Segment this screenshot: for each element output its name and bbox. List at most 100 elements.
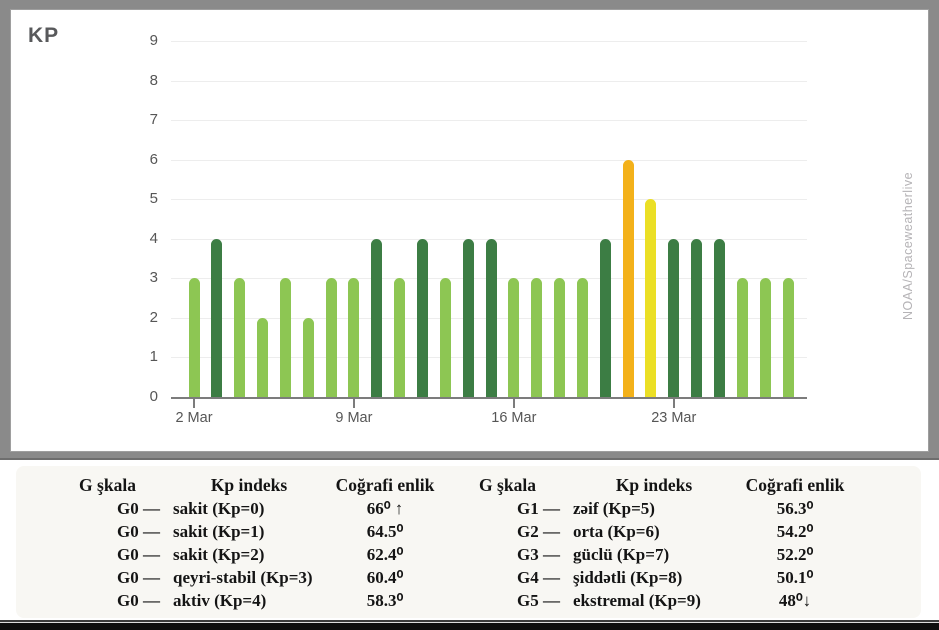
legend-cell: 52.2⁰ [776, 544, 814, 564]
kp-bar [576, 278, 588, 397]
legend-cell: 48⁰↓ [778, 590, 812, 610]
y-axis-tick-label: 3 [149, 269, 158, 287]
kp-bar [622, 159, 634, 397]
kp-bar [531, 278, 543, 397]
legend-cell: G0 — [117, 590, 160, 610]
legend-cell: G5 — [517, 590, 560, 610]
kp-bar [416, 238, 428, 397]
kp-bar [188, 278, 200, 397]
legend-table-header-row: G şkala Kp indeks Coğrafi enlik [455, 474, 855, 497]
legend-table-row: G5 — ekstremal (Kp=9) 48⁰↓ [455, 589, 855, 612]
y-axis-tick-label: 8 [149, 71, 158, 89]
y-axis-tick-label: 0 [149, 388, 158, 405]
bottom-divider-bar [0, 620, 939, 630]
legend-cell: 54.2⁰ [776, 521, 814, 541]
legend-header-cell: Coğrafi enlik [335, 475, 435, 495]
x-axis-tick [512, 399, 515, 408]
y-axis-labels: 0 1 2 3 4 5 6 7 8 9 [118, 32, 163, 405]
kp-bar [645, 199, 657, 397]
legend-table-row: G3 — güclü (Kp=7) 52.2⁰ [455, 543, 855, 566]
legend-table-row: G0 — sakit (Kp=1) 64.5⁰ [55, 520, 445, 543]
gridline [171, 120, 807, 122]
legend-table-row: G0 — sakit (Kp=0) 66⁰ ↑ [55, 497, 445, 520]
kp-bar [394, 278, 406, 397]
kp-bar [439, 278, 451, 397]
legend-cell: G3 — [517, 544, 560, 564]
kp-bar [485, 238, 497, 397]
legend-cell: orta (Kp=6) [573, 521, 660, 541]
kp-bar [302, 317, 314, 397]
kp-bar [508, 278, 520, 397]
legend-cell: şiddətli (Kp=8) [573, 567, 683, 587]
legend-cell: G0 — [117, 544, 160, 564]
legend-cell: sakit (Kp=1) [173, 521, 265, 541]
gridline [171, 41, 807, 42]
y-axis-tick-label: 5 [149, 190, 158, 208]
legend-table-row: G0 — qeyri-stabil (Kp=3) 60.4⁰ [55, 566, 445, 589]
gridline [171, 159, 807, 161]
legend-table-row: G1 — zəif (Kp=5) 56.3⁰ [455, 497, 855, 520]
legend-cell: 56.3⁰ [776, 498, 814, 518]
kp-bar [736, 278, 748, 397]
kp-bar [691, 238, 703, 397]
legend-cell: 64.5⁰ [366, 521, 404, 541]
x-axis-tick-label: 16 Mar [491, 410, 537, 426]
x-axis-tick-label: 2 Mar [175, 410, 213, 426]
kp-bar [325, 278, 337, 397]
y-axis-tick-label: 7 [149, 111, 158, 129]
legend-table-header-row: G şkala Kp indeks Coğrafi enlik [55, 474, 445, 497]
y-axis-tick-label: 1 [149, 348, 158, 366]
kp-bar [782, 278, 794, 397]
plot-area [171, 41, 807, 408]
x-axis-tick [193, 399, 195, 408]
legend-cell: zəif (Kp=5) [573, 498, 655, 518]
legend-cell: sakit (Kp=2) [173, 544, 265, 564]
legend-cell: 50.1⁰ [776, 567, 814, 587]
chart-frame: KP 0 1 2 3 4 5 6 7 8 9 2 Mar 9 Mar 16 Mar 23 Mar NOA… [0, 0, 939, 460]
legend-paper-background [16, 466, 921, 618]
legend-cell: sakit (Kp=0) [173, 498, 265, 518]
legend-table-row: G0 — sakit (Kp=2) 62.4⁰ [55, 543, 445, 566]
kp-bar [211, 238, 223, 397]
y-axis-tick-label: 2 [149, 308, 158, 326]
legend-cell: G0 — [117, 498, 160, 518]
legend-cell: ekstremal (Kp=9) [573, 590, 701, 610]
legend-cell: G1 — [517, 498, 560, 518]
x-axis-tick [352, 399, 355, 408]
legend-cell: 60.4⁰ [366, 567, 404, 587]
y-axis-tick-label: 9 [149, 32, 158, 49]
kp-bar [554, 278, 566, 397]
x-axis-tick-label: 9 Mar [335, 410, 373, 426]
legend-table-right: G şkala Kp indeks Coğrafi enlik G1 — zəif (K… [455, 474, 855, 612]
legend-cell: 58.3⁰ [366, 590, 404, 610]
legend-cell: aktiv (Kp=4) [173, 590, 267, 610]
x-axis-tick-label: 23 Mar [651, 410, 697, 426]
kp-bar [279, 278, 291, 397]
source-watermark: NOAA/Spaceweatherlive [901, 171, 915, 320]
kp-bar [371, 238, 383, 397]
y-axis-tick-label: 6 [149, 150, 158, 168]
legend-cell: 66⁰ ↑ [366, 498, 404, 518]
kp-bar [462, 238, 474, 397]
kp-bar [348, 278, 360, 397]
legend-table-left: G şkala Kp indeks Coğrafi enlik G0 — sakit (… [55, 474, 445, 612]
legend-table-row: G4 — şiddətli (Kp=8) 50.1⁰ [455, 566, 855, 589]
legend-cell: G4 — [517, 567, 560, 587]
legend-header-cell: G şkala [79, 475, 136, 495]
x-axis-tick [672, 399, 675, 408]
legend-cell: G2 — [517, 521, 560, 541]
kp-bar [257, 317, 269, 397]
legend-cell: G0 — [117, 521, 160, 541]
kp-bar [234, 278, 246, 397]
legend-table-row: G0 — aktiv (Kp=4) 58.3⁰ [55, 589, 445, 612]
kp-bar [759, 278, 771, 397]
gridline [171, 199, 807, 201]
legend-header-cell: G şkala [479, 475, 536, 495]
legend-cell: qeyri-stabil (Kp=3) [173, 567, 313, 587]
legend-cell: G0 — [117, 567, 160, 587]
legend-header-cell: Kp indeks [615, 475, 693, 495]
legend-table-row: G2 — orta (Kp=6) 54.2⁰ [455, 520, 855, 543]
legend-cell: 62.4⁰ [366, 544, 404, 564]
y-axis-tick-label: 4 [149, 229, 158, 247]
